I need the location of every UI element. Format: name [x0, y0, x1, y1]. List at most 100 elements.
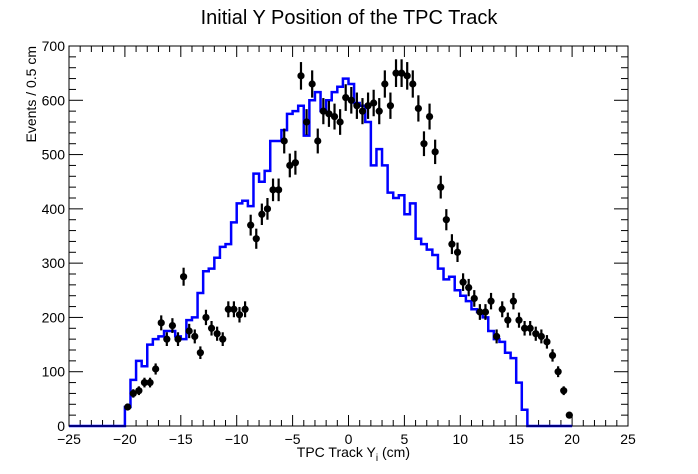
x-tick-label: −25 [57, 431, 81, 447]
data-point [247, 221, 255, 229]
y-tick-label: 400 [42, 201, 66, 217]
data-point [392, 69, 400, 77]
data-point [565, 411, 573, 419]
data-point [258, 210, 266, 218]
histogram-line [69, 77, 573, 428]
data-point [560, 387, 568, 395]
x-axis-label-main: TPC Track Y [297, 444, 377, 460]
data-point [532, 330, 540, 338]
data-point [213, 330, 221, 338]
data-point [386, 102, 395, 110]
y-tick-label: 500 [42, 147, 66, 163]
x-axis-label: TPC Track Yi (cm) [297, 444, 410, 464]
data-point [269, 186, 277, 194]
data-point [459, 278, 467, 286]
data-point [520, 324, 529, 332]
data-point [364, 102, 372, 110]
data-point [174, 335, 182, 343]
data-point [543, 338, 551, 346]
data-point [420, 140, 428, 148]
data-point [370, 99, 378, 107]
data-point [302, 118, 311, 126]
data-point [129, 389, 137, 398]
data-point [275, 186, 283, 194]
data-point [409, 80, 417, 88]
data-point [168, 321, 177, 330]
x-tick-label: −10 [225, 431, 249, 447]
data-point [493, 332, 501, 341]
data-point [263, 205, 272, 213]
x-axis-label-subscript: i [376, 453, 378, 464]
data-point [342, 93, 350, 102]
data-point [548, 351, 557, 360]
data-point [403, 72, 411, 80]
data-point [314, 137, 322, 145]
data-point [330, 112, 339, 121]
data-point [537, 332, 545, 341]
data-point [185, 327, 193, 335]
data-point [140, 378, 149, 387]
y-tick-label: 0 [57, 418, 65, 434]
y-axis-label: Events / 0.5 cm [23, 46, 39, 142]
data-point [308, 80, 316, 88]
data-point [375, 107, 383, 115]
data-point [442, 216, 450, 224]
x-tick-label: 15 [508, 431, 524, 447]
data-point [124, 403, 132, 411]
y-tick-label: 600 [42, 92, 66, 108]
data-point [336, 118, 344, 126]
x-tick-label: −20 [113, 431, 137, 447]
data-point [509, 297, 518, 305]
data-point [453, 248, 462, 256]
data-point [325, 110, 333, 118]
data-point [286, 161, 294, 170]
x-tick-label: 20 [564, 431, 580, 447]
x-tick-label: −15 [169, 431, 193, 447]
x-tick-label: −5 [285, 431, 301, 447]
data-point [219, 335, 227, 343]
y-axis-ticks: 0 100 200 300 400 500 600 700 [42, 38, 628, 434]
data-point [235, 311, 244, 319]
data-point [526, 324, 534, 332]
data-point [481, 308, 490, 316]
data-point [448, 240, 456, 248]
plot-frame [68, 45, 629, 427]
data-point [230, 305, 238, 313]
data-point [191, 332, 199, 341]
data-point [207, 324, 216, 332]
data-point [476, 308, 484, 316]
data-point [179, 273, 188, 281]
data-point [202, 313, 210, 322]
data-points [124, 59, 573, 419]
data-point [157, 319, 165, 327]
data-point [146, 378, 154, 387]
data-point [504, 316, 512, 324]
data-point [498, 305, 506, 313]
x-tick-label: 5 [401, 431, 409, 447]
data-point [487, 297, 495, 305]
data-point [252, 235, 260, 243]
chart-title: Initial Y Position of the TPC Track [201, 7, 499, 29]
x-axis-label-unit: (cm) [378, 444, 410, 460]
data-point [358, 107, 367, 115]
y-tick-label: 700 [42, 38, 66, 54]
data-point [347, 96, 355, 104]
x-axis-ticks: −25 −20 −15 −10 −5 0 5 10 15 20 25 [57, 46, 636, 447]
data-point [196, 349, 204, 357]
x-tick-label: 10 [453, 431, 469, 447]
y-tick-label: 200 [42, 309, 66, 325]
data-point [554, 368, 562, 376]
data-point [414, 104, 422, 113]
data-point [470, 294, 478, 303]
y-tick-label: 300 [42, 255, 66, 271]
data-point [280, 137, 288, 145]
data-point [431, 148, 439, 156]
data-point [437, 183, 445, 191]
data-point [465, 283, 473, 292]
data-point [241, 305, 249, 313]
data-point [224, 305, 232, 313]
data-point [353, 102, 361, 110]
data-point [398, 69, 406, 77]
data-point [291, 159, 299, 167]
